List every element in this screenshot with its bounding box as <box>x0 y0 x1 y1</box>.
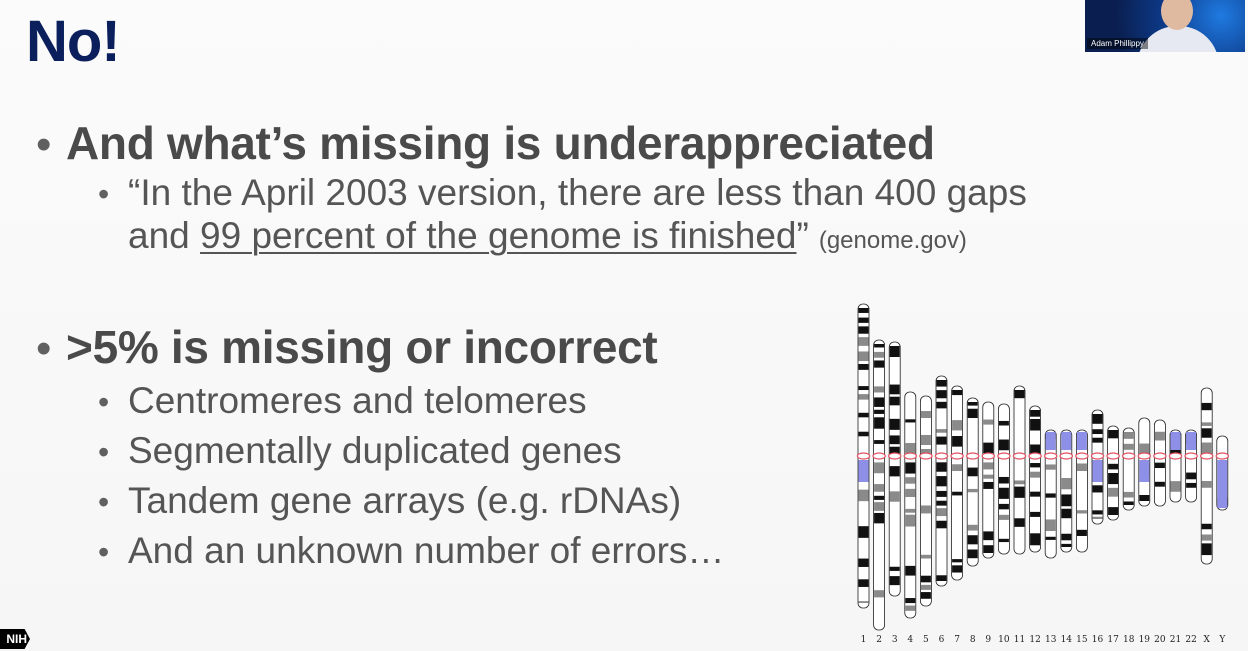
chromosome-label: 15 <box>1076 635 1088 645</box>
chromosome-label: 20 <box>1154 635 1166 645</box>
quote-underlined-text: 99 percent of the genome is finished <box>200 215 797 256</box>
chromosome-7: 7 <box>950 385 964 645</box>
chromosome-6: 6 <box>934 375 949 645</box>
chromosome-label: X <box>1203 635 1210 645</box>
chromosome-19: 19 <box>1137 417 1151 645</box>
sub-item-text: Segmentally duplicated genes <box>128 430 622 471</box>
presenter-name-tag: Adam Phillippy <box>1087 38 1148 49</box>
chromosome-13: 13 <box>1043 429 1058 645</box>
sub-item: • Centromeres and telomeres <box>98 380 587 422</box>
nih-logo: NIH <box>0 629 30 649</box>
bullet-2-text: >5% is missing or incorrect <box>66 321 658 373</box>
chromosome-20: 20 <box>1153 419 1167 645</box>
chromosome-12: 12 <box>1028 405 1042 645</box>
presenter-head <box>1161 0 1193 30</box>
sub-bullet-dot: • <box>98 484 110 520</box>
sub-bullet-dot: • <box>98 534 110 570</box>
chromosome-label: 3 <box>892 635 898 645</box>
chromosome-label: 13 <box>1045 635 1057 645</box>
chromosome-2: 2 <box>872 339 886 645</box>
chromosome-label: 4 <box>907 635 913 645</box>
chromosome-label: 7 <box>954 635 960 645</box>
quote-close-mark: ” <box>796 215 809 256</box>
chromosome-17: 17 <box>1106 425 1120 645</box>
sub-bullet-dot: • <box>98 176 110 212</box>
sub-bullet-dot: • <box>98 434 110 470</box>
chromosome-Y: Y <box>1215 435 1229 645</box>
bullet-1: • And what’s missing is underappreciated <box>36 116 935 170</box>
chromosome-5: 5 <box>919 395 933 645</box>
chromosome-10: 10 <box>997 403 1011 645</box>
chromosome-label: 14 <box>1061 635 1073 645</box>
quote-line2-prefix: and <box>128 215 201 256</box>
chromosome-18: 18 <box>1122 427 1136 645</box>
bullet-1-quote-line2: and 99 percent of the genome is finished… <box>128 215 967 257</box>
bullet-dot: • <box>36 324 52 373</box>
chromosome-label: 17 <box>1107 635 1119 645</box>
chromosome-label: 10 <box>998 635 1010 645</box>
chromosome-label: 19 <box>1139 635 1151 645</box>
chromosome-label: 6 <box>939 635 945 645</box>
chromosome-label: 22 <box>1185 635 1196 645</box>
chromosome-X: X <box>1200 387 1214 645</box>
karyotype-ideogram: 1 2 3 4 5 6 7 8 9 10 11 12 13 14 15 16 17 18 19 20 21 22 X Y <box>856 303 1229 645</box>
chromosome-3: 3 <box>888 341 902 645</box>
webcam-video[interactable]: Adam Phillippy <box>1085 0 1245 52</box>
chromosome-11: 11 <box>1012 385 1027 645</box>
chromosome-label: 11 <box>1014 635 1025 645</box>
chromosome-4: 4 <box>903 391 918 645</box>
chromosome-1: 1 <box>856 303 871 645</box>
chromosome-label: 9 <box>985 635 991 645</box>
quote-source: (genome.gov) <box>818 227 967 254</box>
chromosome-label: 16 <box>1092 635 1104 645</box>
chromosome-label: 18 <box>1123 635 1135 645</box>
chromosome-16: 16 <box>1090 409 1105 645</box>
chromosome-8: 8 <box>965 397 980 645</box>
chromosome-label: 12 <box>1029 635 1040 645</box>
chromosome-label: Y <box>1218 635 1226 645</box>
sub-item-text: And an unknown number of errors… <box>128 530 725 571</box>
sub-item: • And an unknown number of errors… <box>98 530 724 572</box>
bullet-1-quote-line1: • “In the April 2003 version, there are … <box>98 172 1027 214</box>
chromosome-label: 1 <box>861 635 867 645</box>
chromosome-22: 22 <box>1184 429 1198 645</box>
sub-item: • Tandem gene arrays (e.g. rDNAs) <box>98 480 681 522</box>
bullet-1-text: And what’s missing is underappreciated <box>66 117 935 169</box>
chromosome-label: 8 <box>970 635 976 645</box>
sub-bullet-dot: • <box>98 384 110 420</box>
sub-item: • Segmentally duplicated genes <box>98 430 622 472</box>
chromosome-label: 21 <box>1170 635 1181 645</box>
chromosome-9: 9 <box>981 401 995 645</box>
chromosome-label: 2 <box>876 635 882 645</box>
sub-item-text: Tandem gene arrays (e.g. rDNAs) <box>128 480 682 521</box>
bullet-dot: • <box>36 120 52 169</box>
quote-line1-text: “In the April 2003 version, there are le… <box>128 172 1027 213</box>
chromosome-21: 21 <box>1168 429 1183 645</box>
sub-item-text: Centromeres and telomeres <box>128 380 587 421</box>
chromosome-15: 15 <box>1075 429 1089 645</box>
chromosome-label: 5 <box>923 635 929 645</box>
slide-title: No! <box>26 9 121 74</box>
chromosome-14: 14 <box>1059 429 1073 645</box>
bullet-2: • >5% is missing or incorrect <box>36 320 658 374</box>
